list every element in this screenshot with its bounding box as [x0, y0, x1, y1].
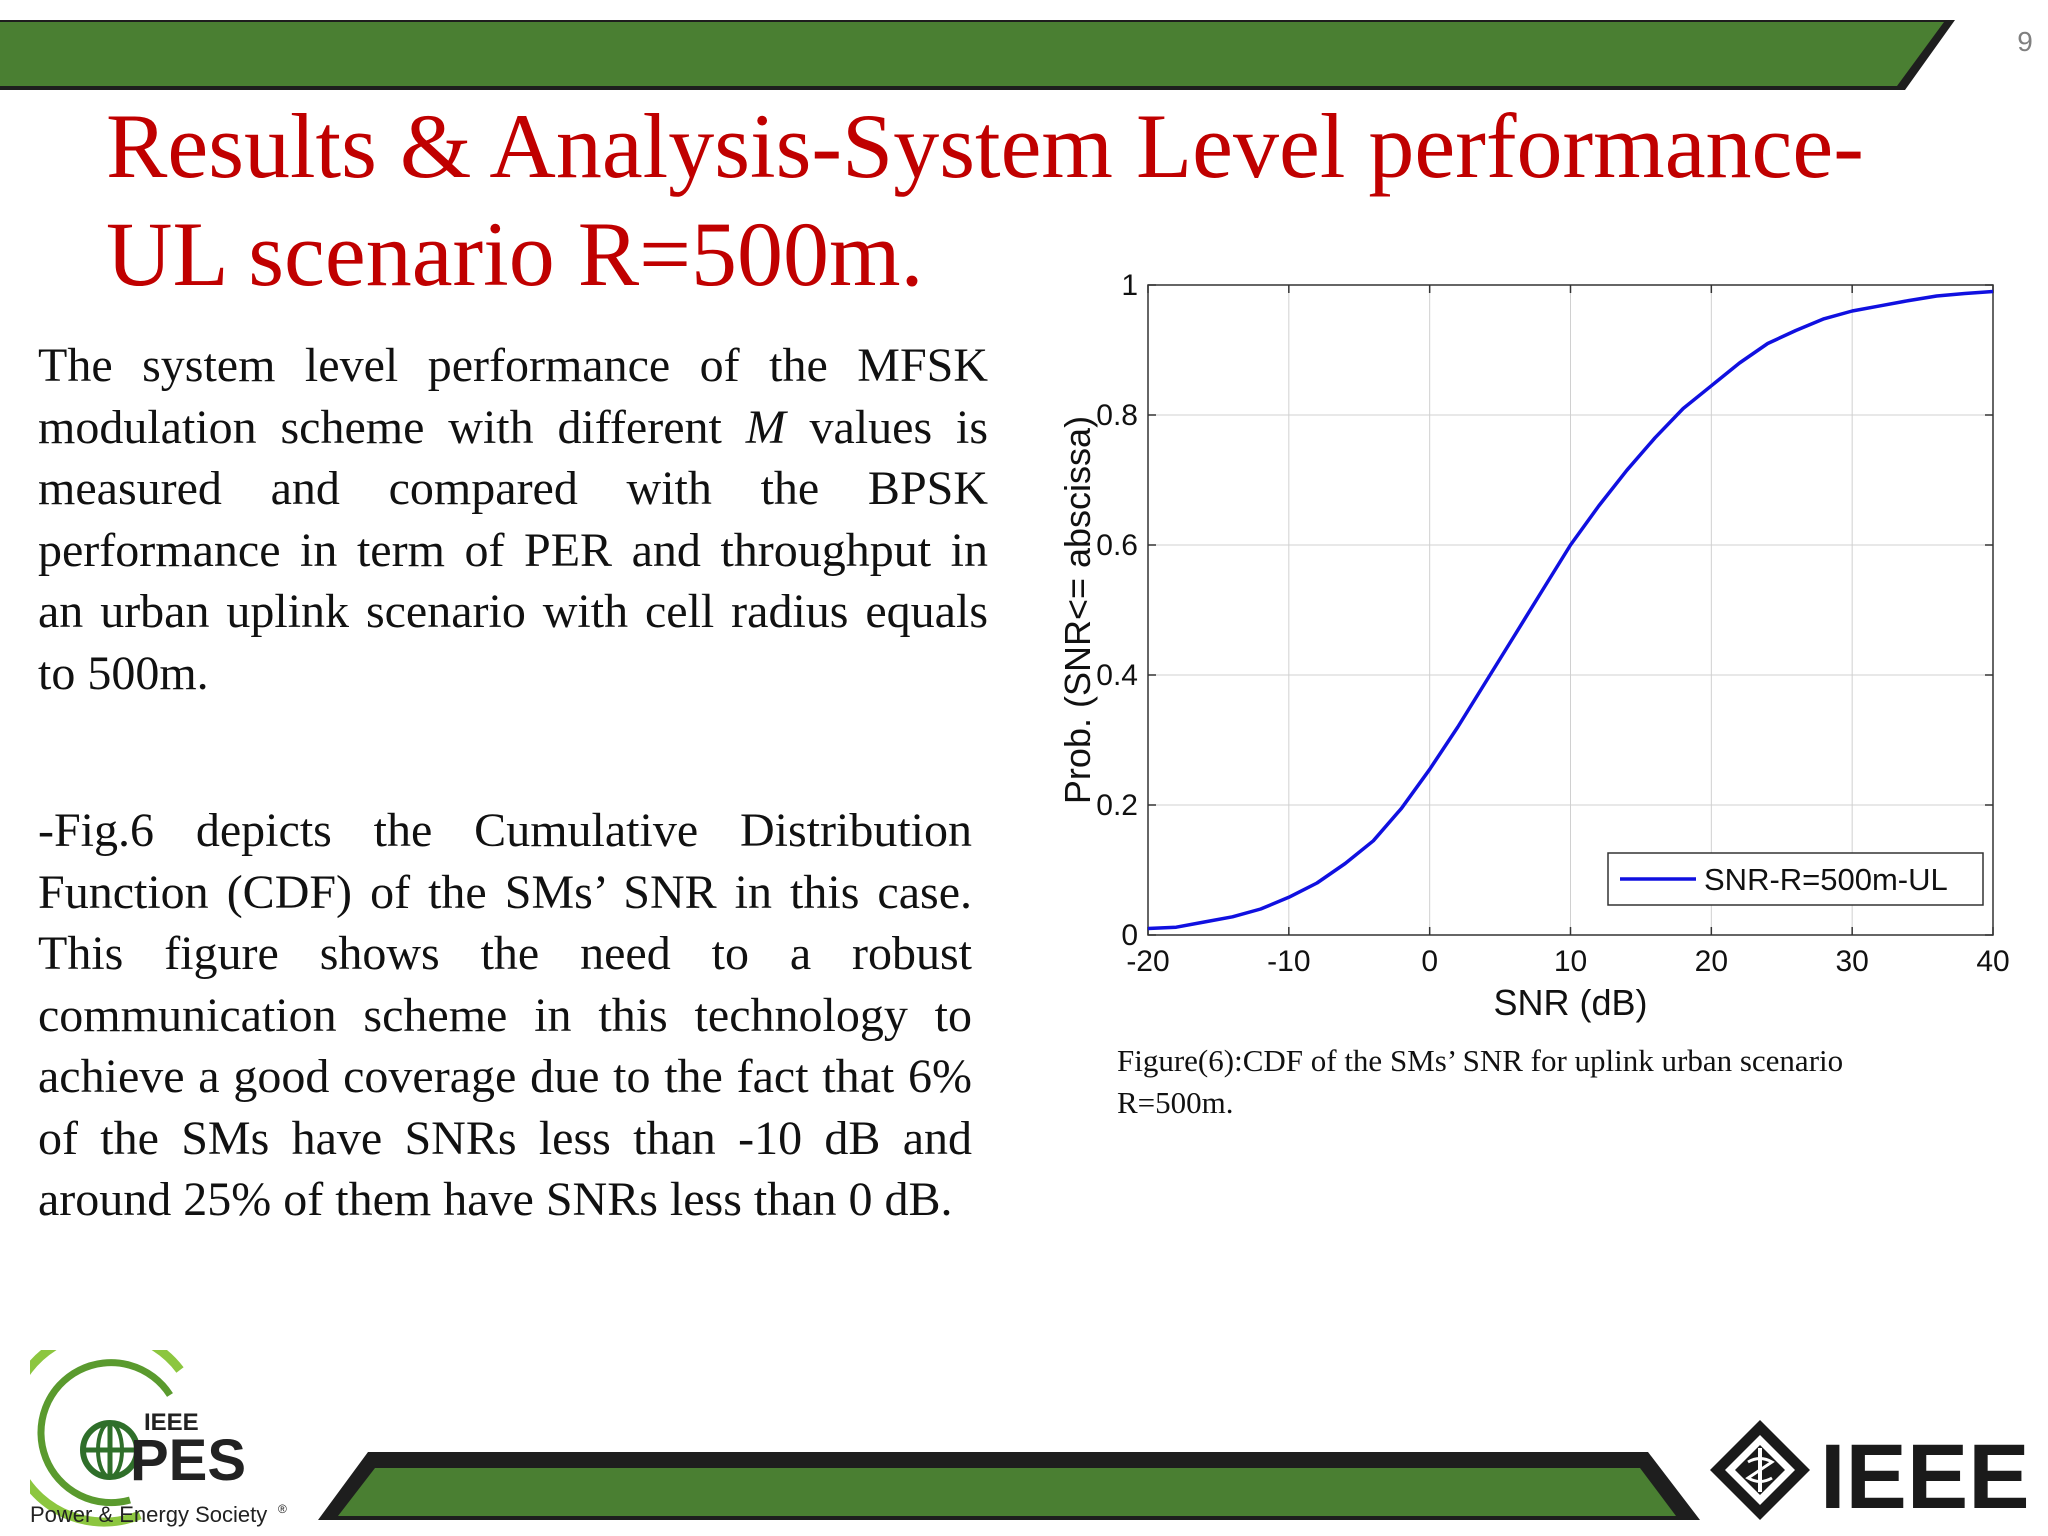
ieee-diamond-icon	[1710, 1420, 1810, 1520]
figure-caption-line2: R=500m.	[1117, 1085, 1234, 1120]
y-tick-label: 1	[1121, 269, 1138, 302]
ieee-pes-logo: IEEE PES Power & Energy Society ®	[30, 1350, 287, 1527]
top-banner	[0, 20, 1955, 90]
legend-label: SNR-R=500m-UL	[1704, 862, 1948, 897]
pes-logo-pes: PES	[130, 1428, 246, 1493]
slide-title-line1: Results & Analysis-System Level performa…	[106, 95, 1864, 197]
pes-logo-subtitle: Power & Energy Society	[30, 1502, 267, 1527]
slide-title-line2: UL scenario R=500m.	[106, 203, 924, 305]
x-tick-label: 30	[1835, 945, 1868, 978]
logo-swoosh-inner	[37, 1359, 173, 1507]
logo-swoosh-outer	[30, 1350, 184, 1527]
y-tick-label: 0.2	[1096, 789, 1138, 822]
paragraph-1: The system level performance of the MFSK…	[38, 335, 988, 704]
x-tick-label: -20	[1126, 945, 1169, 978]
figure-caption-line1: Figure(6):CDF of the SMs’ SNR for uplink…	[1117, 1043, 1844, 1078]
y-tick-label: 0.8	[1096, 399, 1138, 432]
paragraph-1-text-b: values is measured and compared with the…	[38, 400, 989, 700]
paragraph-1-text-a: The system level performance of the MFSK…	[38, 339, 988, 454]
y-tick-label: 0.4	[1096, 659, 1138, 692]
y-tick-label: 0	[1121, 919, 1138, 952]
y-axis-label: Prob. (SNR<= abscissa)	[1057, 416, 1098, 804]
pes-logo-ieee: IEEE	[144, 1409, 199, 1436]
top-banner-green	[0, 22, 1944, 86]
x-tick-label: -10	[1267, 945, 1310, 978]
plot-frame	[1147, 284, 1994, 936]
y-tick-label: 0.6	[1096, 529, 1138, 562]
cdf-chart: -20 -10 0 10 20 30 40 0 0.2 0.4 0.6 0.8 1 SNR (dB) Pro…	[1057, 269, 2010, 1023]
page-number: 9	[2017, 26, 2033, 57]
bottom-banner-green	[338, 1468, 1676, 1516]
globe-icon	[80, 1420, 140, 1480]
paragraph-1-italic-m: M	[745, 400, 786, 454]
figure-caption: Figure(6):CDF of the SMs’ SNR for uplink…	[1117, 1040, 1977, 1124]
slide-title: Results & Analysis-System Level performa…	[106, 92, 1906, 308]
pes-logo-registered: ®	[278, 1502, 287, 1516]
ieee-logo: IEEE	[1710, 1420, 2030, 1528]
ieee-logo-text: IEEE	[1820, 1426, 2030, 1528]
bottom-banner-shadow	[318, 1452, 1700, 1520]
x-tick-label: 40	[1976, 945, 2009, 978]
series-line-cdf	[1147, 289, 1994, 931]
paragraph-2: -Fig.6 depicts the Cumulative Distributi…	[38, 804, 972, 1226]
x-axis-label: SNR (dB)	[1493, 982, 1647, 1023]
x-tick-label: 10	[1554, 945, 1587, 978]
x-tick-label: 0	[1421, 945, 1438, 978]
x-tick-label: 20	[1695, 945, 1728, 978]
